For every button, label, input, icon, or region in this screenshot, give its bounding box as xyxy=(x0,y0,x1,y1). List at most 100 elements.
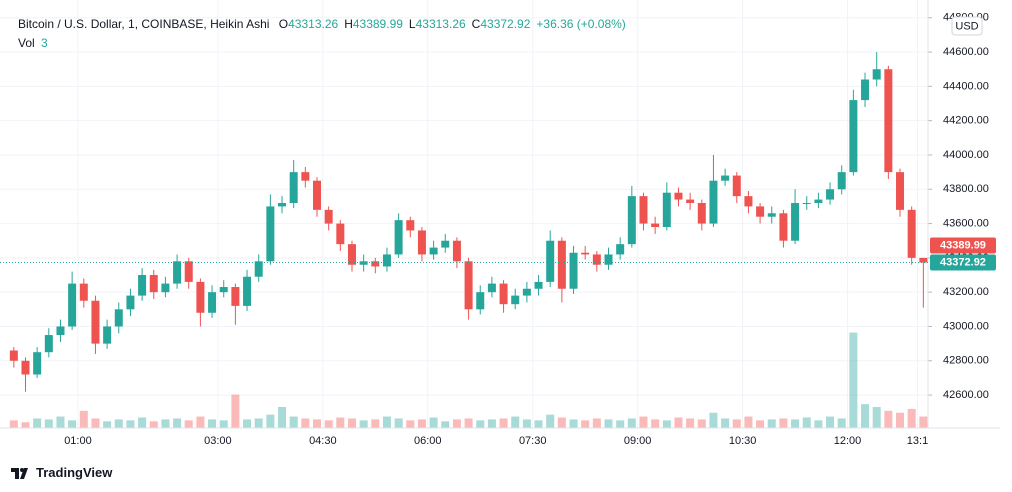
x-tick-label: 01:00 xyxy=(64,435,92,447)
ohlc-key: C xyxy=(471,17,481,31)
volume-bar xyxy=(266,414,275,428)
candle-body xyxy=(534,281,543,289)
candle-body xyxy=(9,350,18,361)
volume-bar xyxy=(278,407,287,428)
y-tick-label: 43800.00 xyxy=(943,183,989,195)
candle-body xyxy=(312,180,321,210)
volume-row: Vol 3 xyxy=(18,34,632,53)
volume-bar xyxy=(721,418,730,428)
candle-body xyxy=(639,196,648,224)
candle-body xyxy=(394,220,403,255)
candle-body xyxy=(382,254,391,267)
candle-body xyxy=(861,79,870,101)
volume-bar xyxy=(417,419,426,428)
candle-body xyxy=(278,202,287,207)
volume-bar xyxy=(429,417,438,428)
last-price-label: 43372.92 xyxy=(940,256,986,268)
high-badge-label: 43389.99 xyxy=(940,239,986,251)
candle-body xyxy=(91,300,100,344)
volume-bar xyxy=(592,418,601,428)
candle-body xyxy=(581,252,590,255)
candle-body xyxy=(441,240,450,248)
ohlc-key: H xyxy=(344,17,353,31)
candle-body xyxy=(616,244,625,255)
candle-body xyxy=(126,295,135,310)
candle-body xyxy=(744,196,753,207)
volume-bar xyxy=(173,418,182,428)
candle-body xyxy=(697,202,706,224)
volume-bar xyxy=(243,419,252,428)
volume-bar xyxy=(627,418,636,428)
candle-body xyxy=(686,199,695,203)
volume-bar xyxy=(907,408,916,428)
volume-bar xyxy=(21,422,30,428)
candle-body xyxy=(791,202,800,241)
candle-body xyxy=(884,69,893,173)
brand-name: TradingView xyxy=(36,465,113,480)
x-tick-label: 12:00 xyxy=(834,435,862,447)
candle-body xyxy=(476,292,485,310)
volume-bar xyxy=(849,332,858,428)
candle-body xyxy=(569,252,578,289)
candle-body xyxy=(872,69,881,80)
candle-body xyxy=(289,172,298,203)
y-tick-label: 43000.00 xyxy=(943,320,989,332)
candle-body xyxy=(196,281,205,313)
x-tick-label: 04:30 xyxy=(309,435,337,447)
candle-body xyxy=(324,209,333,224)
candle-body xyxy=(44,335,53,353)
volume-bar xyxy=(382,416,391,428)
brand[interactable]: TradingView xyxy=(10,465,112,480)
candle-body xyxy=(103,326,112,344)
x-tick-label: 03:00 xyxy=(204,435,232,447)
currency-label: USD xyxy=(955,20,978,32)
volume-bar xyxy=(126,420,135,428)
ohlc-key: O xyxy=(278,17,289,31)
candle-body xyxy=(709,180,718,224)
currency-badge xyxy=(951,16,983,36)
volume-bar xyxy=(709,412,718,428)
candle-body xyxy=(511,295,520,305)
candle-body xyxy=(651,223,660,228)
volume-bar xyxy=(487,419,496,428)
candle-body xyxy=(802,202,811,204)
volume-bar xyxy=(441,421,450,428)
volume-bar xyxy=(499,418,508,428)
volume-bar xyxy=(802,417,811,428)
volume-bar xyxy=(114,419,123,428)
x-tick-label: 07:30 xyxy=(519,435,547,447)
volume-bar xyxy=(476,420,485,428)
candle-body xyxy=(429,247,438,255)
candle-body xyxy=(592,254,601,265)
candle-body xyxy=(301,172,310,181)
candle-body xyxy=(487,283,496,293)
candle-body xyxy=(406,220,415,231)
volume-bar xyxy=(861,404,870,428)
y-tick-label: 44400.00 xyxy=(943,80,989,92)
candle-body xyxy=(546,240,555,282)
volume-bar xyxy=(359,420,368,428)
candle-body xyxy=(919,257,928,263)
candle-body xyxy=(721,175,730,181)
volume-bar xyxy=(103,421,112,428)
y-tick-label: 42800.00 xyxy=(943,355,989,367)
volume-bar xyxy=(651,419,660,428)
candle-body xyxy=(604,254,613,265)
candle-body xyxy=(464,261,473,310)
volume-bar xyxy=(686,418,695,428)
candle-body xyxy=(33,352,42,375)
candle-body xyxy=(161,283,170,293)
volume-bar xyxy=(884,410,893,428)
volume-bar xyxy=(814,420,823,428)
volume-bar xyxy=(896,412,905,428)
volume-bar xyxy=(371,419,380,428)
volume-bar xyxy=(312,419,321,428)
last-price-badge xyxy=(930,254,996,271)
y-tick-label: 44000.00 xyxy=(943,149,989,161)
volume-bar xyxy=(837,418,846,428)
candle-body xyxy=(499,283,508,305)
candle-body xyxy=(184,261,193,282)
volume-bar xyxy=(44,419,53,428)
volume-bar xyxy=(604,419,613,428)
